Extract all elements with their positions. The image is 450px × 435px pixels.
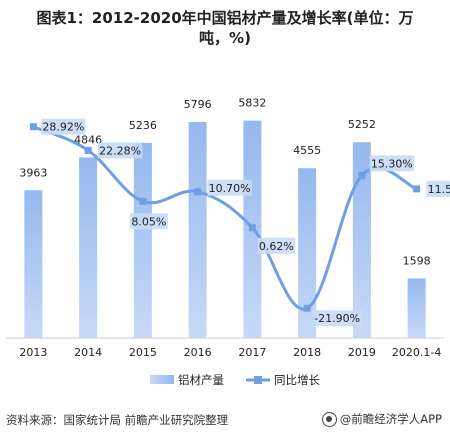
- growth-value-label-2018: -21.90%: [314, 312, 360, 325]
- growth-value-label-2020.1-4: 11.51%: [428, 183, 450, 196]
- growth-marker-2016: [194, 188, 202, 196]
- bar-value-label-2017: 5832: [238, 97, 266, 110]
- bar-2020.1-4: [407, 278, 426, 338]
- bar-line-chart: 3963 4846 5236 5796 5832 4555 5252 1598 28.92% 22…: [6, 97, 450, 387]
- x-tick-label-2019: 2019: [348, 346, 376, 359]
- bar-2013: [24, 190, 43, 338]
- growth-label-box-2014: [97, 142, 143, 159]
- growth-value-label-2017: 0.62%: [259, 240, 294, 253]
- x-tick-label-2020.1-4: 2020.1-4: [392, 346, 441, 359]
- growth-marker-2015: [139, 197, 147, 205]
- bar-value-label-2015: 5236: [129, 119, 157, 132]
- x-tick-label-2014: 2014: [74, 346, 102, 359]
- bar-value-label-2016: 5796: [184, 98, 212, 111]
- growth-label-box-2017: [257, 237, 296, 254]
- x-tick-label-2016: 2016: [184, 346, 212, 359]
- bar-value-label-2014: 4846: [74, 133, 102, 146]
- bar-2018: [298, 168, 317, 338]
- x-tick-label-2013: 2013: [19, 346, 47, 359]
- growth-label-box-2016: [207, 179, 252, 196]
- growth-value-label-2016: 10.70%: [209, 182, 251, 195]
- growth-marker-2020.1-4: [413, 185, 421, 193]
- chart-title-line1: 图表1：2012-2020年中国铝材产量及增长率(单位：万: [36, 9, 414, 27]
- growth-marker-2017: [248, 224, 256, 232]
- chart-title-line2: 吨，%): [199, 29, 251, 47]
- bar-2015: [133, 142, 152, 338]
- x-tick-label-2015: 2015: [129, 346, 157, 359]
- legend-line-label: 同比增长: [274, 373, 320, 387]
- bar-value-label-2020.1-4: 1598: [403, 254, 431, 267]
- growth-label-box-2018: [311, 310, 363, 327]
- growth-marker-2019: [358, 171, 366, 179]
- bar-value-label-2018: 4555: [293, 144, 321, 157]
- bar-value-label-2019: 5252: [348, 118, 376, 131]
- bar-2016: [188, 121, 207, 338]
- source-note: 资料来源：国家统计局 前瞻产业研究院整理: [6, 413, 229, 427]
- growth-label-box-2013: [41, 118, 86, 135]
- growth-value-label-2013: 28.92%: [42, 121, 84, 134]
- growth-label-box-2015: [129, 213, 168, 230]
- brand-logo-icon: [321, 411, 337, 427]
- legend-bar-swatch: [150, 375, 174, 384]
- growth-marker-2014: [84, 146, 92, 154]
- legend-bar-label: 铝材产量: [178, 373, 224, 387]
- growth-value-label-2019: 15.30%: [371, 157, 413, 170]
- growth-value-label-2014: 22.28%: [99, 144, 141, 157]
- x-tick-label-2017: 2017: [238, 346, 266, 359]
- legend-line-marker: [254, 376, 262, 384]
- bar-2019: [352, 142, 371, 338]
- bar-value-label-2013: 3963: [19, 166, 47, 179]
- x-tick-label-2018: 2018: [293, 346, 321, 359]
- bar-2014: [79, 157, 98, 338]
- growth-marker-2013: [29, 123, 37, 131]
- growth-label-box-2019: [369, 155, 415, 172]
- growth-value-label-2015: 8.05%: [131, 215, 166, 228]
- brand-credit: @前瞻经济学人APP: [321, 411, 442, 427]
- chart-title: 图表1：2012-2020年中国铝材产量及增长率(单位：万 吨，%): [0, 8, 450, 48]
- growth-label-box-2020.1-4: [426, 180, 450, 197]
- brand-text: @前瞻经济学人APP: [339, 412, 442, 426]
- growth-marker-2018: [303, 304, 311, 312]
